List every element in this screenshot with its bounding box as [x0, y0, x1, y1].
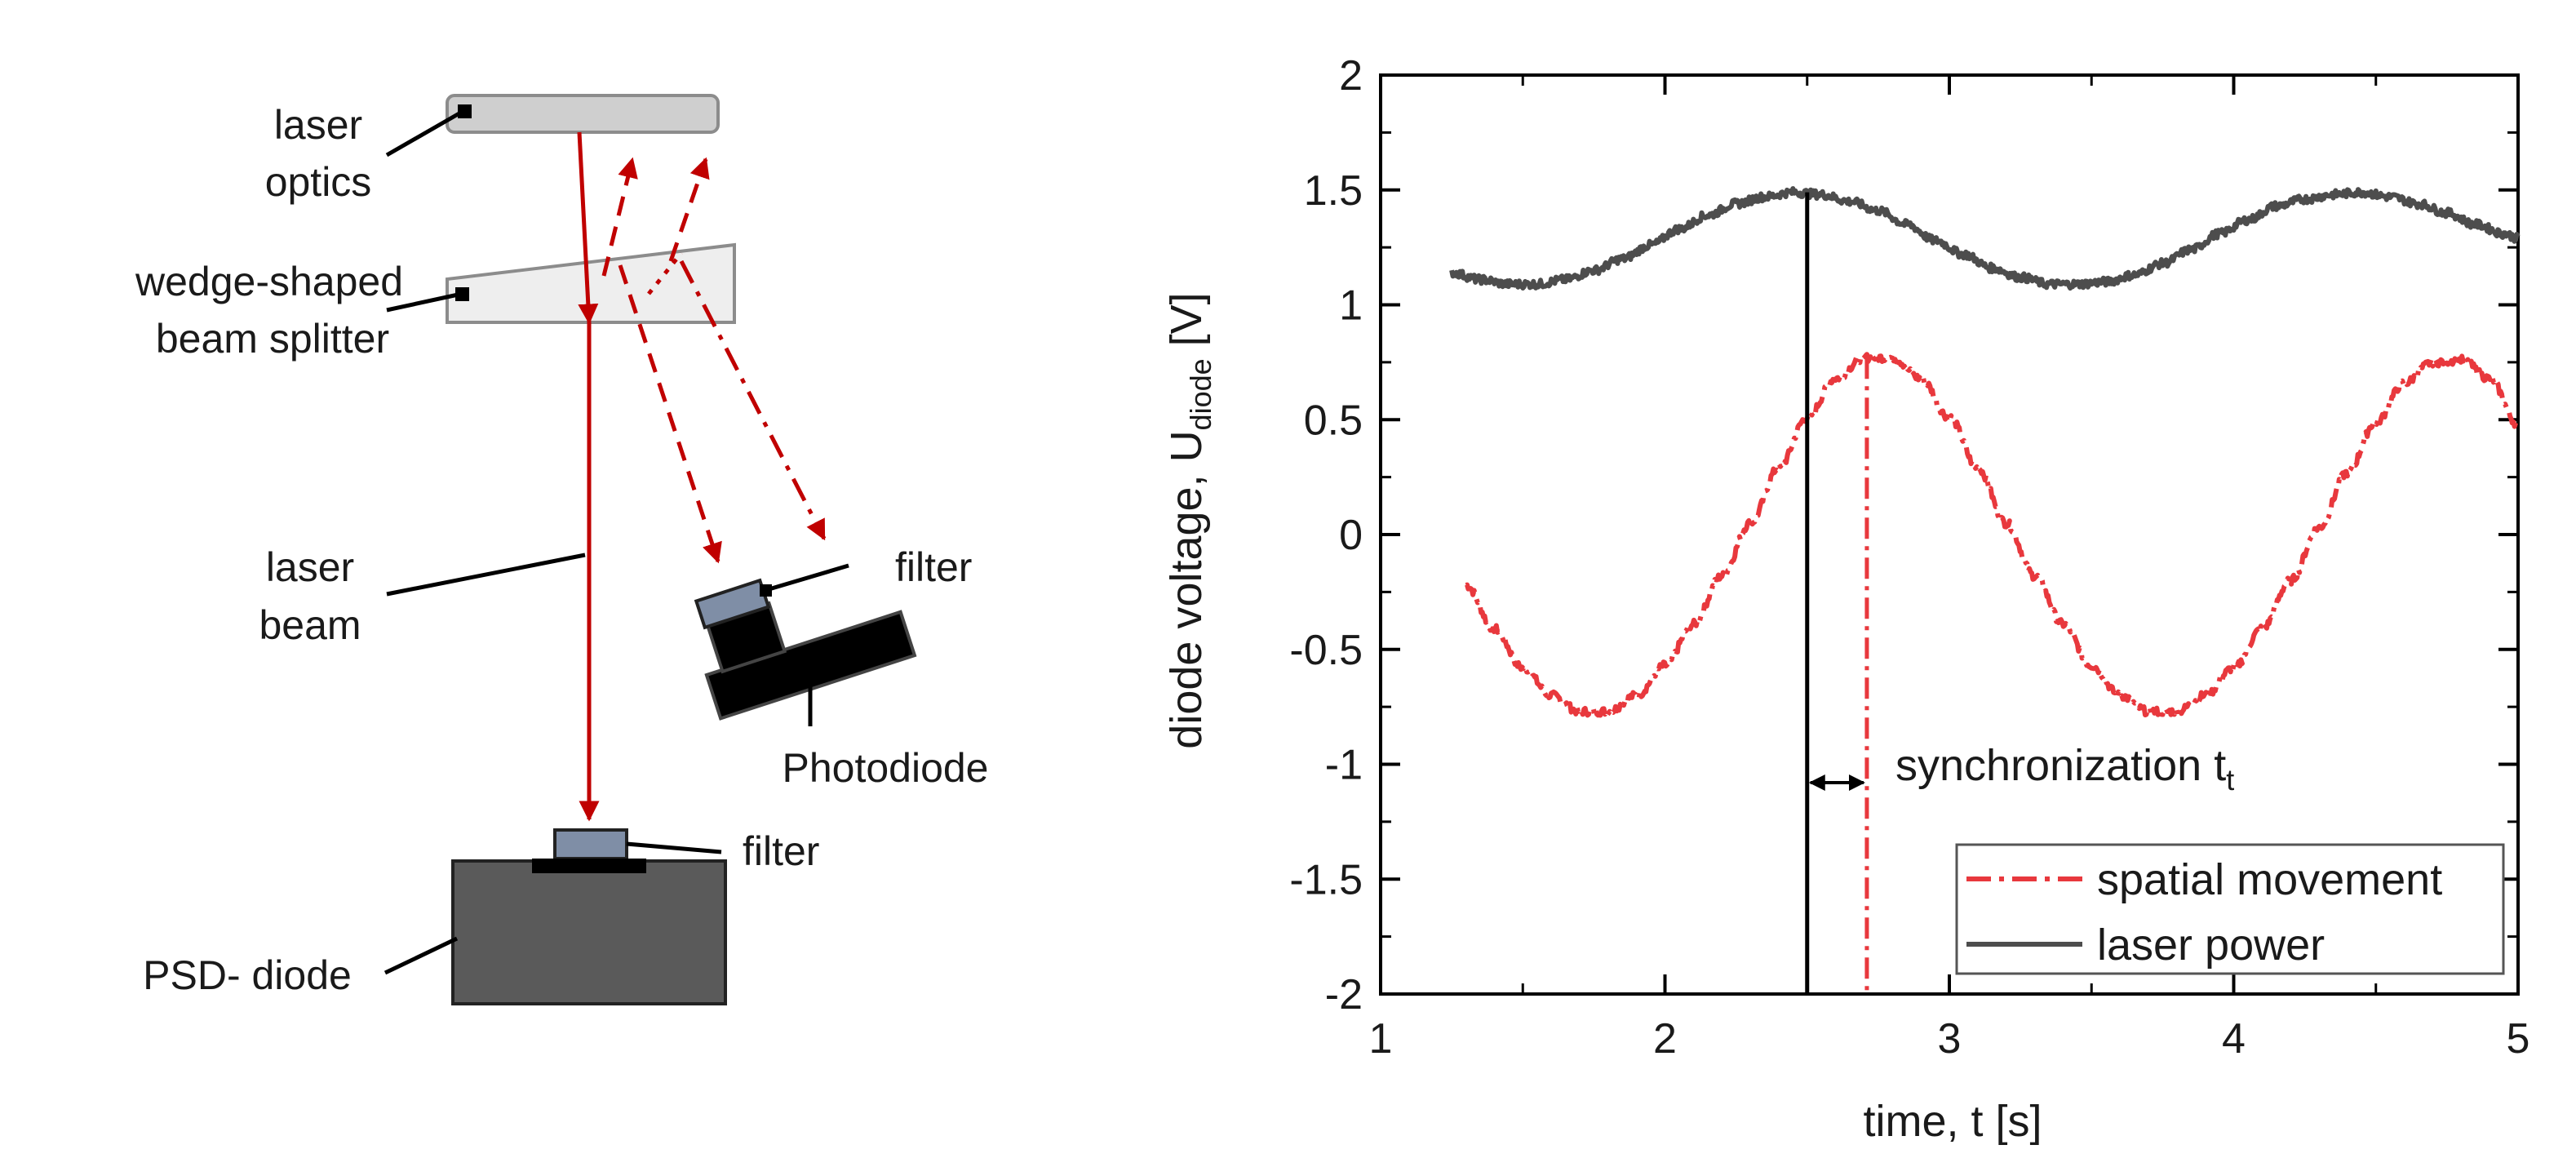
- x-tick-label-1: 2: [1653, 1015, 1677, 1063]
- label-photodiode: Photodiode: [782, 745, 988, 791]
- y-tick-label-2: -1: [1325, 742, 1363, 789]
- y-tick-label-7: 1.5: [1304, 167, 1363, 215]
- series-line-spatial-movement: [1465, 351, 2520, 718]
- x-tick-label-4: 5: [2507, 1015, 2530, 1063]
- laser-optics-marker: [458, 104, 472, 118]
- beam-splitter-marker: [455, 287, 469, 301]
- legend: spatial movement laser power: [1955, 843, 2505, 975]
- synchronization-label-sub: t: [2226, 763, 2234, 797]
- y-tick-label-8: 2: [1339, 52, 1363, 100]
- x-tick-label-2: 3: [1938, 1015, 1962, 1063]
- reflected-beam-1: [601, 157, 638, 277]
- label-wedge-shaped: wedge-shaped: [135, 259, 403, 304]
- psd-diode-leader: [384, 936, 459, 975]
- x-tick-label-3: 4: [2222, 1015, 2246, 1063]
- x-tick-label-0: 1: [1369, 1015, 1393, 1063]
- y-tick-label-3: -0.5: [1289, 627, 1363, 674]
- axis-ticks: 1 2 3 4 5 -2 -1.5 -1 -0.5 0 0.5 1 1.5 2: [1289, 52, 2529, 1063]
- legend-box: [1955, 843, 2505, 975]
- legend-label-laser-power: laser power: [2097, 921, 2325, 970]
- psd-diode-body: [451, 859, 727, 1005]
- label-psd-diode: PSD- diode: [143, 952, 352, 998]
- label-laser: laser: [274, 102, 362, 148]
- chart: 1 2 3 4 5 -2 -1.5 -1 -0.5 0 0.5 1 1.5 2 time, t [s] d…: [1162, 52, 2529, 1146]
- label-laser-beam-1: laser: [266, 544, 354, 590]
- reflected-beam-5: [647, 251, 683, 295]
- y-axis-title: diode voltage, Udiode [V]: [1162, 292, 1217, 748]
- markers-layer: [1805, 192, 1869, 994]
- wedge-beam-splitter: [446, 242, 736, 324]
- label-optics: optics: [265, 159, 372, 205]
- beam-splitter-leader: [386, 291, 463, 313]
- filter-bottom-leader: [626, 841, 722, 854]
- synchronization-label-main: synchronization t: [1895, 741, 2226, 790]
- reflected-beam-2: [668, 157, 710, 262]
- reflected-beam-3: [618, 264, 722, 564]
- y-tick-label-6: 1: [1339, 282, 1363, 330]
- photodiode-assembly: [694, 578, 917, 721]
- synchronization-annotation: synchronization tt: [1808, 741, 2234, 797]
- psd-sensor: [532, 859, 646, 873]
- y-tick-label-4: 0: [1339, 512, 1363, 559]
- laser-optics-leader: [385, 109, 465, 158]
- laser-beam-incident: [577, 131, 599, 325]
- y-axis-title-unit: [V]: [1162, 292, 1211, 358]
- y-tick-label-0: -2: [1325, 971, 1363, 1018]
- label-filter-top: filter: [895, 544, 972, 590]
- label-beam-splitter: beam splitter: [156, 316, 389, 362]
- reflected-beam-4: [679, 260, 827, 541]
- label-laser-beam-2: beam: [259, 602, 361, 648]
- laser-beam-leader: [386, 552, 586, 597]
- legend-label-spatial-movement: spatial movement: [2097, 855, 2442, 904]
- laser-optics-plate: [446, 94, 720, 134]
- y-axis-title-main: diode voltage, U: [1162, 430, 1211, 748]
- series-line-laser-power: [1449, 186, 2521, 291]
- optical-schematic: laser optics wedge-shaped beam splitter …: [135, 94, 989, 1005]
- photodiode-body: [704, 610, 917, 721]
- y-tick-label-1: -1.5: [1289, 856, 1363, 903]
- psd-filter: [553, 828, 628, 860]
- x-axis-title: time, t [s]: [1863, 1097, 2042, 1146]
- series-layer: [1449, 186, 2521, 718]
- y-tick-label-5: 0.5: [1304, 397, 1363, 444]
- label-filter-bottom: filter: [743, 828, 819, 874]
- synchronization-label: synchronization tt: [1895, 741, 2234, 797]
- filter-top-leader: [765, 563, 849, 592]
- y-axis-title-sub: diode: [1184, 358, 1217, 430]
